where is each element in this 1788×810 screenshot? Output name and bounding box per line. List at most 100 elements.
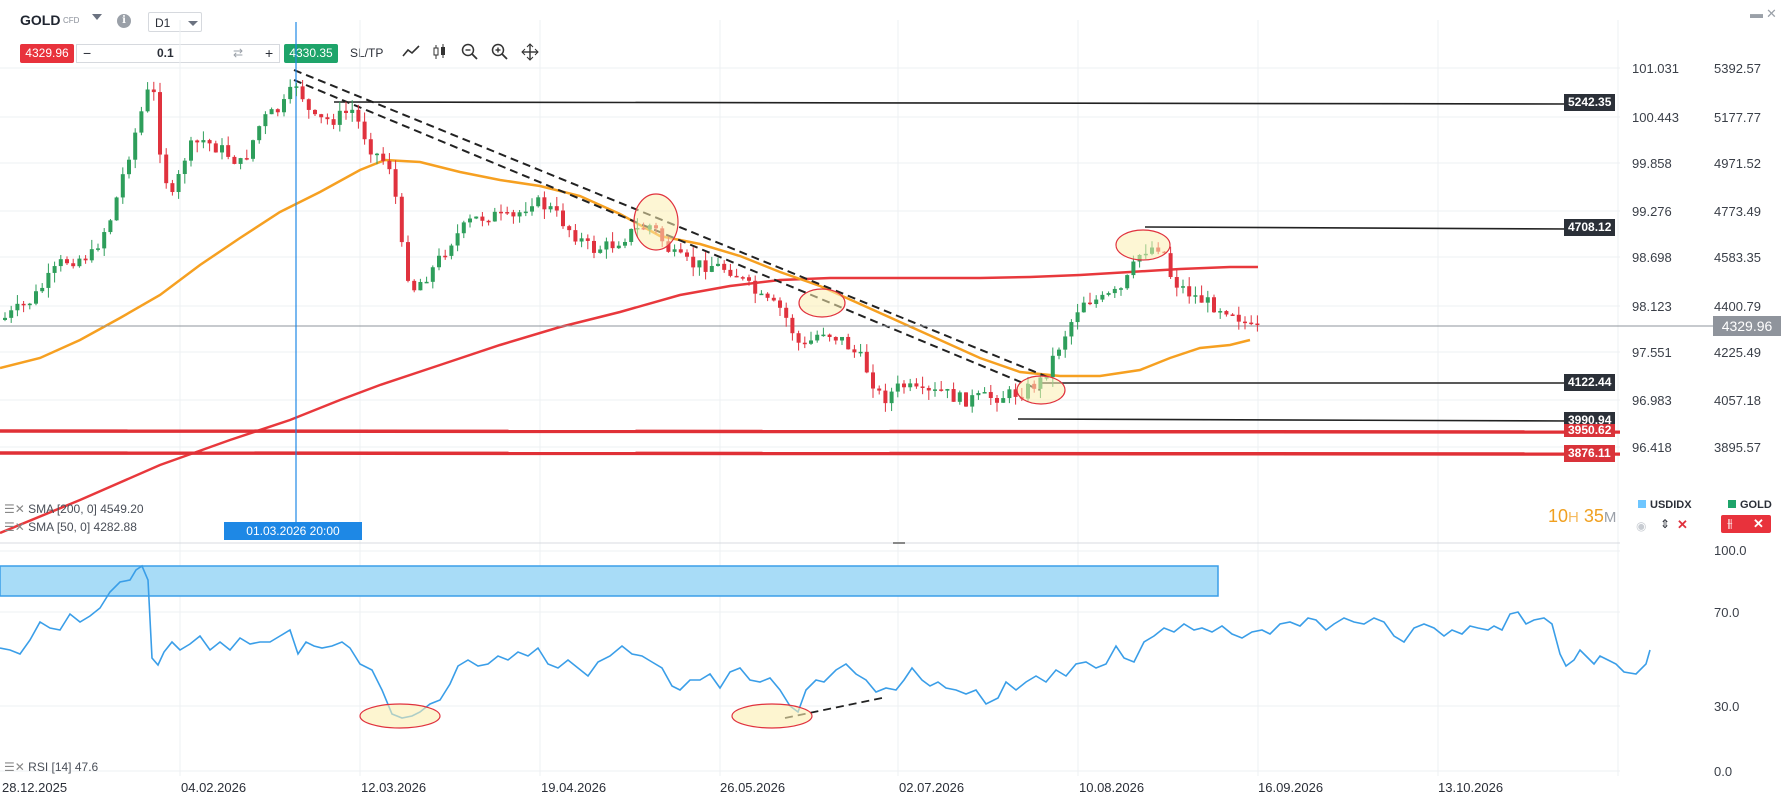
info-icon[interactable]: i bbox=[117, 14, 131, 28]
eye-icon[interactable]: ◉ bbox=[1636, 519, 1647, 533]
crosshair-date: 01.03.2026 20:00 bbox=[224, 522, 362, 540]
candle-body bbox=[747, 277, 751, 281]
candle-body bbox=[1112, 288, 1117, 294]
level-tag[interactable]: 3876.11 bbox=[1564, 445, 1615, 462]
candle-body bbox=[703, 260, 708, 272]
move-icon[interactable] bbox=[520, 42, 540, 62]
settings-icon[interactable]: ☰✕ bbox=[4, 520, 25, 534]
candle-body bbox=[883, 390, 888, 404]
candle-body bbox=[133, 132, 138, 160]
price-axis-label: 100.443 bbox=[1632, 110, 1679, 125]
candle-body bbox=[802, 342, 807, 345]
close-icon[interactable]: ✕ bbox=[1753, 516, 1764, 531]
settings-icon[interactable]: ☰✕ bbox=[4, 760, 25, 774]
candle-body bbox=[232, 156, 237, 164]
candle-body bbox=[46, 272, 51, 288]
timeframe-select[interactable]: D1 bbox=[148, 12, 202, 32]
rsi-highlight-ellipse bbox=[359, 703, 441, 729]
price-axis-label: 4583.35 bbox=[1714, 250, 1761, 265]
level-tag[interactable]: 4122.44 bbox=[1564, 374, 1616, 391]
price-axis-label: 4057.18 bbox=[1714, 393, 1761, 408]
candle-body bbox=[3, 317, 7, 320]
settings-icon[interactable]: ☰✕ bbox=[4, 502, 25, 516]
buy-button[interactable]: 4330.35 bbox=[284, 44, 338, 63]
sma200-legend[interactable]: ☰✕ SMA [200, 0] 4549.20 bbox=[4, 502, 144, 516]
candle-body bbox=[114, 197, 119, 221]
sma200-label: SMA [200, 0] 4549.20 bbox=[28, 502, 144, 516]
candle-body bbox=[846, 336, 851, 350]
candle-body bbox=[666, 241, 671, 252]
price-axis-label: 101.031 bbox=[1632, 61, 1679, 76]
sltp-button[interactable]: SL/TP bbox=[350, 46, 384, 60]
candle-chart-icon[interactable] bbox=[430, 42, 450, 62]
candle-body bbox=[71, 263, 76, 267]
candle-body bbox=[300, 86, 305, 100]
sell-button[interactable]: 4329.96 bbox=[20, 44, 74, 63]
increase-button[interactable]: + bbox=[265, 45, 274, 61]
candle-body bbox=[964, 392, 968, 407]
maximize-icon[interactable]: ▬ bbox=[1750, 6, 1763, 21]
zoom-in-icon[interactable] bbox=[490, 42, 510, 62]
level-tag[interactable]: 3950.62 bbox=[1564, 424, 1616, 437]
candle-body bbox=[858, 351, 863, 354]
price-axis-label: 98.123 bbox=[1632, 299, 1672, 314]
level-tag[interactable]: 4708.12 bbox=[1564, 219, 1616, 236]
candle-body bbox=[716, 263, 720, 266]
candle-body bbox=[331, 119, 336, 125]
rsi-axis-label: 30.0 bbox=[1714, 699, 1740, 714]
level-tag[interactable]: 5242.35 bbox=[1564, 94, 1616, 111]
candle-body bbox=[294, 86, 299, 88]
candle-body bbox=[499, 211, 503, 214]
candle-body bbox=[1094, 299, 1099, 305]
candle-body bbox=[1199, 295, 1204, 303]
symbol-name[interactable]: GOLD bbox=[20, 12, 61, 28]
candle-body bbox=[275, 109, 280, 113]
candle-body bbox=[1075, 312, 1080, 323]
candle-body bbox=[257, 126, 262, 141]
sma200-line bbox=[0, 265, 1258, 535]
candle-body bbox=[238, 158, 243, 164]
close-window-icon[interactable]: ✕ bbox=[1766, 6, 1777, 21]
sort-icon[interactable]: ⇕ bbox=[1660, 517, 1671, 531]
chevron-down-icon[interactable] bbox=[188, 21, 198, 26]
candle-chart-icon[interactable]: ⫵ bbox=[1727, 516, 1733, 530]
candle-body bbox=[189, 140, 193, 161]
candle-body bbox=[542, 197, 547, 210]
price-axis-label: 4400.79 bbox=[1714, 299, 1761, 314]
legend-gold[interactable]: GOLD bbox=[1728, 499, 1772, 511]
candle-body bbox=[1218, 311, 1223, 313]
decrease-button[interactable]: − bbox=[83, 45, 92, 61]
candle-body bbox=[678, 249, 683, 253]
close-icon[interactable]: ✕ bbox=[1677, 517, 1688, 532]
candle-body bbox=[815, 334, 820, 341]
zoom-out-icon[interactable] bbox=[460, 42, 480, 62]
rsi-overbought-zone bbox=[0, 565, 1219, 597]
candle-body bbox=[908, 383, 913, 388]
candle-body bbox=[83, 258, 88, 261]
candle-body bbox=[381, 153, 386, 161]
candle-body bbox=[765, 293, 770, 298]
date-label: 19.04.2026 bbox=[541, 780, 607, 795]
quantity-stepper[interactable]: − 0.1 ⇄ + bbox=[76, 44, 280, 63]
candle-body bbox=[418, 281, 423, 291]
quantity-input[interactable]: 0.1 bbox=[157, 46, 174, 60]
gold-series-controls[interactable]: ⫵ ✕ bbox=[1721, 515, 1771, 533]
sma50-legend[interactable]: ☰✕ SMA [50, 0] 4282.88 bbox=[4, 520, 137, 534]
line-chart-icon[interactable] bbox=[401, 42, 421, 62]
legend-usdidx[interactable]: USDIDX bbox=[1638, 499, 1692, 511]
price-axis-label: 3895.57 bbox=[1714, 440, 1761, 455]
current-price-tag: 4329.96 bbox=[1713, 316, 1781, 336]
swap-icon[interactable]: ⇄ bbox=[233, 46, 244, 60]
candle-body bbox=[790, 317, 795, 334]
candle-body bbox=[151, 89, 156, 93]
candle-body bbox=[412, 280, 417, 291]
date-label: 13.10.2026 bbox=[1438, 780, 1504, 795]
candle-body bbox=[1174, 277, 1179, 288]
candle-body bbox=[523, 211, 528, 214]
symbol-dropdown-icon[interactable] bbox=[92, 14, 102, 20]
candle-body bbox=[536, 197, 541, 207]
candle-body bbox=[610, 241, 615, 249]
rsi-legend[interactable]: ☰✕ RSI [14] 47.6 bbox=[4, 760, 98, 774]
candle-body bbox=[1224, 311, 1229, 315]
